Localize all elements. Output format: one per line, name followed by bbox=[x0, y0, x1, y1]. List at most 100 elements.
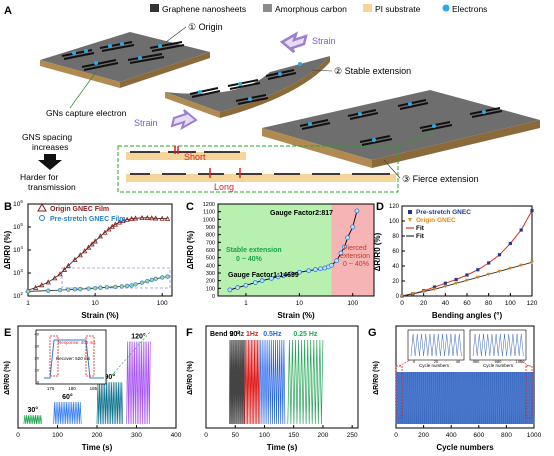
block-label-f-2: 0.5Hz bbox=[263, 331, 282, 338]
ticklabel-d-x: 20 bbox=[420, 300, 428, 307]
point-pre-d bbox=[443, 281, 447, 285]
electron-swatch bbox=[442, 4, 450, 12]
signal-f-3 bbox=[287, 339, 324, 425]
ticklabel-f-x: 50 bbox=[232, 432, 240, 439]
point-origin-d bbox=[530, 260, 534, 265]
inset-e-ytick: 20 bbox=[35, 356, 40, 361]
signal-e-3 bbox=[126, 341, 151, 425]
point-origin-d bbox=[454, 281, 459, 286]
point-origin-b bbox=[164, 215, 171, 221]
inset-e-xtick: 185 bbox=[90, 386, 98, 391]
panel-c: C 1 10 10001002003004005006007008009001000… bbox=[186, 201, 375, 320]
panel-g: G 0 200 400 600 800 1000 0 20 40 Cycle numbers … bbox=[368, 325, 542, 452]
point-c bbox=[269, 275, 274, 281]
point-pre-d bbox=[465, 273, 469, 277]
point-pre-d bbox=[519, 228, 523, 232]
label-harder: Harder for transmission bbox=[20, 172, 76, 192]
point-prestretch-b bbox=[46, 288, 51, 293]
block-labels-f: 2 Hz 1Hz 0.5Hz 0.25 Hz bbox=[230, 331, 318, 338]
ticklabel-b-x: 10 bbox=[91, 300, 99, 307]
axes-g: 0 200 400 600 800 1000 bbox=[394, 425, 542, 439]
graphene-swatch bbox=[150, 4, 159, 12]
ticklabel-c-x: 1 bbox=[244, 300, 248, 307]
slab-fierce: ③ Fierce extension bbox=[262, 90, 540, 184]
inset-response: Response: 400 ms bbox=[58, 340, 96, 345]
ticklabel-b-y: 104 bbox=[13, 245, 23, 254]
label-fierce: ③ Fierce extension bbox=[402, 174, 479, 184]
point-origin-b bbox=[149, 215, 155, 221]
amorphous-swatch bbox=[263, 4, 272, 12]
regions-c bbox=[218, 204, 374, 296]
ticklabel-f-x: 100 bbox=[259, 432, 270, 439]
ticklabel-e-x: 400 bbox=[171, 432, 182, 439]
slab-stable: ② Stable extension bbox=[165, 56, 411, 118]
point-prestretch-b bbox=[139, 280, 145, 285]
point-origin-d bbox=[465, 278, 469, 283]
point-origin-b bbox=[82, 248, 88, 254]
label-origin: ① Origin bbox=[188, 22, 223, 32]
ticklabel-d-y: 80 bbox=[392, 234, 399, 240]
point-origin-b bbox=[77, 252, 83, 258]
point-c bbox=[252, 280, 258, 285]
point-prestretch-b bbox=[72, 287, 78, 292]
signal-f-0 bbox=[229, 339, 245, 425]
slab-origin: ① Origin bbox=[40, 22, 223, 88]
point-c bbox=[235, 285, 241, 290]
point-origin-b bbox=[32, 284, 39, 290]
ticklabel-c-y: 900 bbox=[206, 225, 215, 231]
point-origin-b bbox=[45, 279, 51, 285]
slab-fierce-top bbox=[262, 90, 540, 160]
marks-d bbox=[400, 208, 534, 298]
point-origin-b bbox=[97, 233, 104, 239]
point-prestretch-b bbox=[129, 283, 134, 288]
point-prestretch-b bbox=[66, 287, 71, 292]
ticklabel-d-x: 40 bbox=[442, 300, 450, 307]
point-origin-d bbox=[432, 287, 437, 292]
gauge-factor-1: Gauge Factor1:14699 bbox=[228, 272, 299, 279]
ticklabel-f-x: 150 bbox=[288, 432, 299, 439]
inset-g-xtick: 960 bbox=[473, 359, 480, 364]
legend-origin-film: Origin GNEC Film bbox=[50, 206, 109, 213]
point-origin-d bbox=[486, 272, 491, 277]
point-c bbox=[288, 271, 294, 277]
strain-label-right: Strain bbox=[312, 36, 336, 46]
ticklabel-c-y: 1000 bbox=[203, 217, 215, 223]
ticklabel-c-x: 100 bbox=[347, 300, 358, 307]
point-c bbox=[227, 287, 233, 293]
ticklabel-d-y: 0 bbox=[396, 294, 400, 300]
gauge-factor-2: Gauge Factor2:817 bbox=[270, 210, 333, 217]
signal-e-1 bbox=[53, 401, 82, 425]
ylabel-e: ΔR/R0 (%) bbox=[4, 361, 11, 395]
legend-graphene: Graphene nanosheets bbox=[162, 4, 246, 14]
legend-marker-origin-d bbox=[408, 218, 412, 222]
point-c bbox=[280, 273, 286, 279]
point-origin-b bbox=[72, 256, 78, 262]
point-origin-b bbox=[112, 221, 118, 227]
ticklabel-f-x: 250 bbox=[347, 432, 358, 439]
ticklabel-c-y: 200 bbox=[206, 279, 215, 285]
point-origin-b bbox=[120, 217, 126, 224]
ticklabel-d-x: 60 bbox=[463, 300, 471, 307]
point-origin-b bbox=[153, 215, 159, 221]
panel-label-f: F bbox=[186, 327, 193, 339]
point-c bbox=[345, 235, 350, 241]
ticklabel-b-x: 1 bbox=[26, 300, 30, 307]
xlabel-e: Time (s) bbox=[82, 443, 113, 452]
block-label-f-0: 2 Hz bbox=[230, 331, 245, 338]
point-c bbox=[259, 278, 265, 284]
ticklabel-d-y: 60 bbox=[392, 249, 399, 255]
point-prestretch-b bbox=[113, 284, 118, 289]
marks-f bbox=[229, 339, 324, 425]
point-origin-b bbox=[52, 275, 58, 281]
point-prestretch-b bbox=[133, 282, 138, 287]
title-f: Bend 90° bbox=[210, 330, 240, 338]
point-origin-d bbox=[497, 269, 502, 274]
trend-line-c bbox=[229, 210, 358, 291]
ticklabel-c-y: 600 bbox=[206, 248, 215, 254]
block-label-f-1: 1Hz bbox=[246, 331, 259, 338]
xlabel-b: Strain (%) bbox=[81, 311, 119, 320]
block-label-e-2: 90° bbox=[105, 373, 116, 381]
label-gns-capture: GNs capture electron bbox=[46, 108, 127, 118]
ticklabel-d-x: 100 bbox=[505, 300, 516, 307]
